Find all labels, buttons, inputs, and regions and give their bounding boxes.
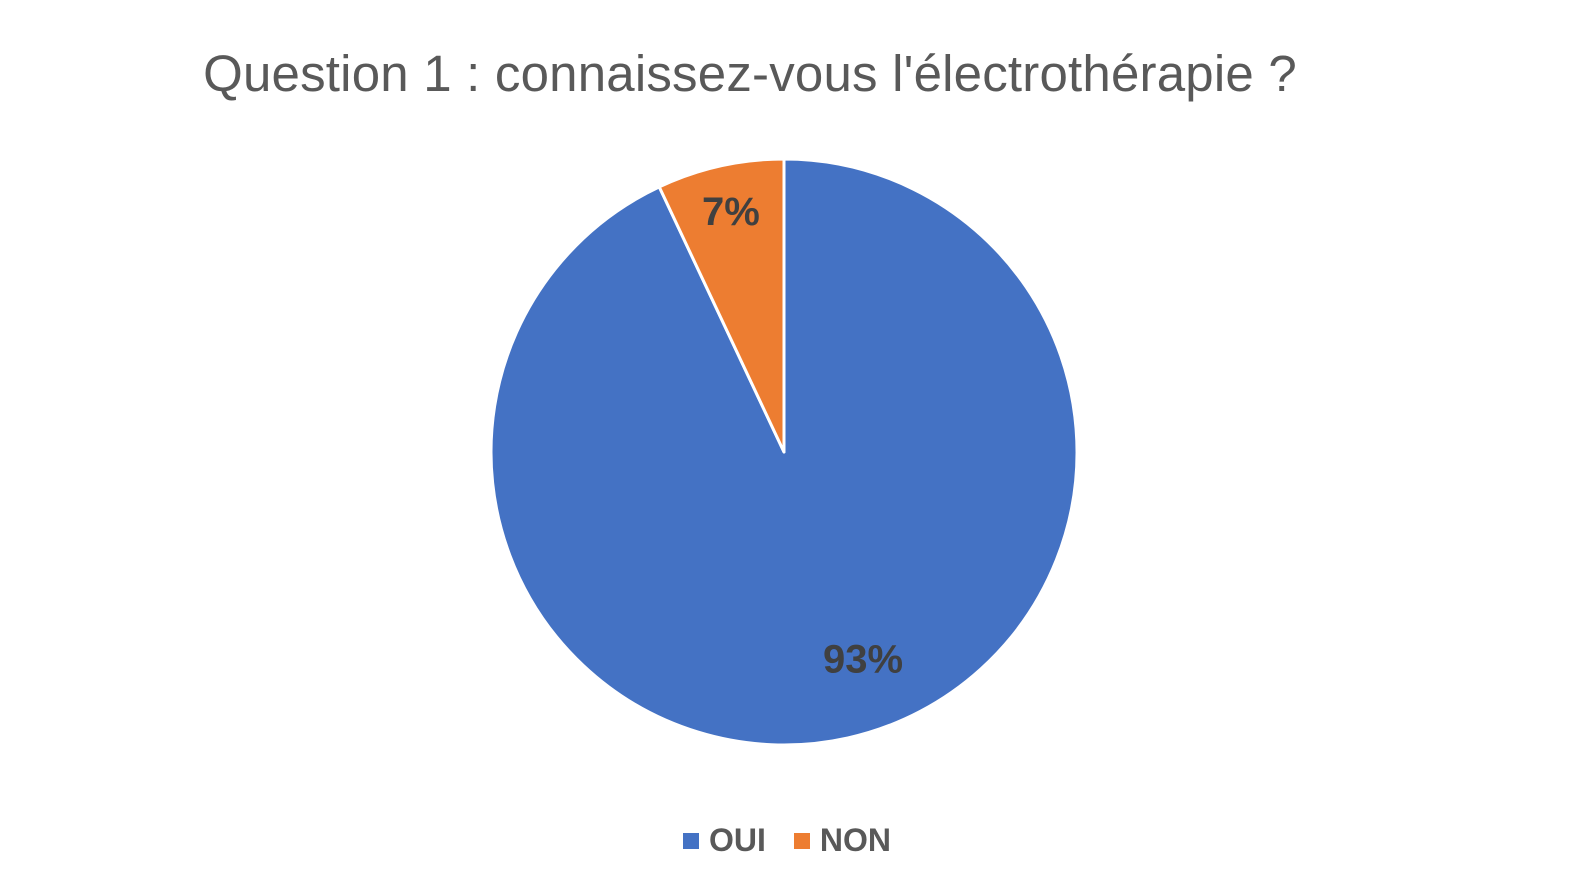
legend-label-oui: OUI	[709, 822, 766, 858]
pie-slice-non	[657, 157, 786, 454]
legend-swatch-oui	[683, 832, 699, 849]
data-label-oui: 93%	[823, 638, 903, 682]
legend-label-non: NON	[819, 822, 891, 858]
data-label-non: 7%	[702, 190, 760, 234]
chart-title: Question 1 : connaissez-vous l'électroth…	[203, 45, 1297, 102]
legend: OUI NON	[683, 822, 891, 859]
legend-swatch-non	[793, 832, 810, 849]
legend-item-oui: OUI	[683, 822, 766, 859]
legend-item-non: NON	[793, 822, 891, 859]
